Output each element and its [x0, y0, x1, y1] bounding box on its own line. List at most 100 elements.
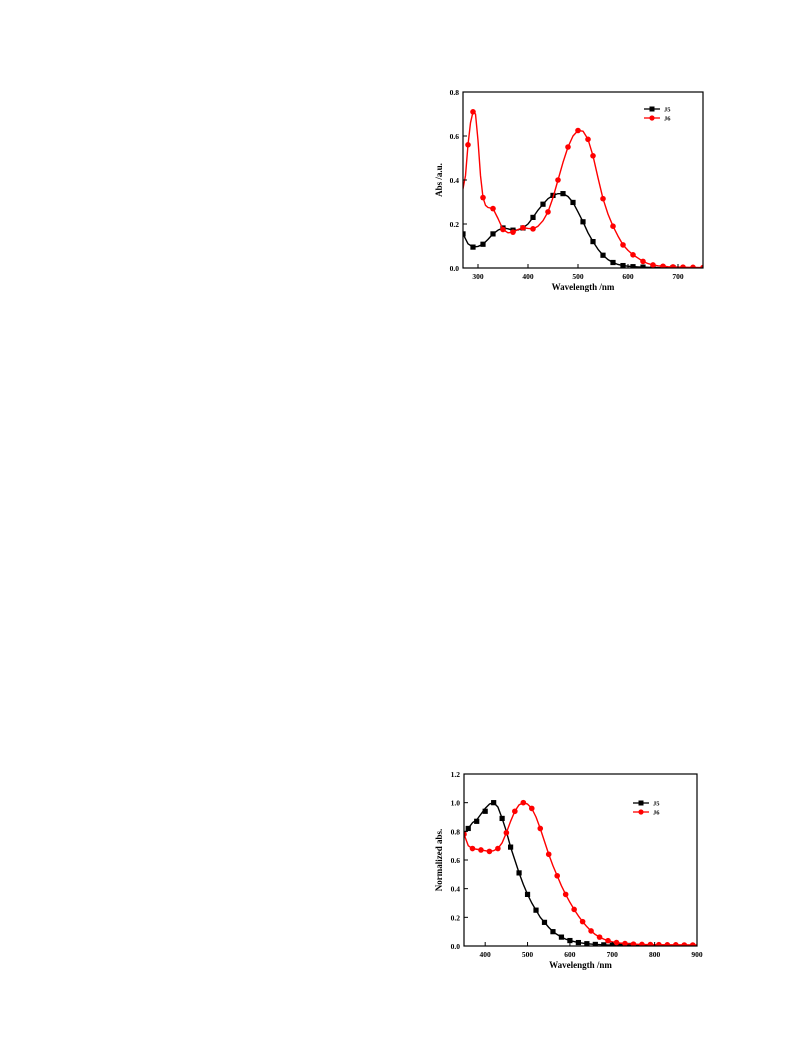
- x-tick-label: 900: [691, 950, 703, 959]
- data-point-j6: [600, 195, 606, 202]
- legend-label-j5: J5: [653, 801, 660, 808]
- data-point-j5: [600, 252, 606, 258]
- data-point-j6: [647, 941, 654, 946]
- data-point-j5: [592, 941, 598, 946]
- data-point-j6: [490, 205, 496, 212]
- data-point-j5: [610, 259, 616, 266]
- y-tick-label: 0.8: [451, 827, 461, 836]
- data-point-j6: [555, 177, 561, 183]
- legend-marker-j6: [638, 809, 644, 815]
- data-point-j5: [480, 241, 486, 247]
- data-point-j5: [618, 942, 624, 946]
- normalized-absorption-chart: 400 500 600 700 800 900 0.0 0.2 0.4 0.6 0.8 1.0 1.2 …: [430, 766, 710, 978]
- data-point-j5: [541, 919, 548, 925]
- data-point-j6: [656, 941, 662, 946]
- data-point-j5: [558, 934, 565, 940]
- data-point-j6: [571, 906, 577, 913]
- data-point-j6: [670, 264, 676, 268]
- data-point-j5: [575, 939, 581, 946]
- data-point-j5: [584, 941, 590, 946]
- data-point-j6: [545, 851, 552, 858]
- data-point-j6: [689, 942, 696, 946]
- data-point-j5: [482, 808, 488, 814]
- data-point-j6: [585, 136, 591, 143]
- data-point-j6: [575, 127, 581, 134]
- legend-marker-j5: [649, 106, 655, 112]
- legend-label-j6: J6: [653, 810, 660, 817]
- normalized-absorption-chart-svg: 400 500 600 700 800 9000.00.20.40.60.81.01.2 …: [434, 770, 703, 970]
- data-point-j6: [660, 263, 666, 268]
- data-point-j6: [554, 872, 560, 879]
- data-point-j5: [580, 219, 586, 225]
- data-point-j6: [664, 942, 671, 946]
- data-point-j5: [550, 929, 556, 935]
- x-tick-label: 600: [564, 950, 576, 959]
- data-point-j6: [520, 224, 526, 231]
- data-point-j5: [499, 815, 505, 822]
- data-point-j6: [470, 109, 476, 115]
- data-point-j6: [596, 934, 603, 940]
- legend-label-j5: J5: [664, 107, 671, 114]
- data-point-j6: [562, 891, 569, 898]
- y-tick-label: 0.4: [451, 885, 461, 894]
- legend-marker-j5: [638, 800, 644, 806]
- data-point-j6: [480, 194, 486, 201]
- x-tick-label: 300: [472, 272, 484, 281]
- data-point-j6: [520, 799, 527, 806]
- data-point-j5: [540, 201, 546, 207]
- data-point-j6: [673, 942, 679, 946]
- series-line-j5: [464, 801, 697, 946]
- data-point-j6: [590, 153, 596, 159]
- data-point-j5: [508, 844, 514, 850]
- data-point-j6: [495, 845, 501, 852]
- plot-series-group: [463, 109, 703, 268]
- data-point-j5: [463, 231, 466, 237]
- data-point-j5: [516, 870, 522, 876]
- legend-label-j6: J6: [664, 116, 671, 123]
- data-point-j5: [491, 800, 497, 806]
- y-tick-label: 1.0: [451, 799, 461, 808]
- x-tick-label: 700: [672, 272, 684, 281]
- data-point-j6: [610, 223, 616, 229]
- data-point-j5: [560, 191, 566, 197]
- y-axis-label: Abs /a.u.: [434, 163, 444, 197]
- data-point-j6: [622, 940, 628, 946]
- data-point-j5: [530, 214, 536, 220]
- data-point-j5: [490, 231, 496, 237]
- data-point-j5: [570, 199, 576, 206]
- axes-group: 300 400 500 600 700 0.0 0.2 0.4 0.6 0.8: [450, 88, 684, 281]
- data-point-j5: [590, 239, 596, 245]
- data-point-j6: [503, 829, 510, 836]
- plot-series-group: [464, 799, 697, 946]
- data-point-j5: [474, 818, 480, 824]
- data-point-j6: [530, 226, 536, 232]
- x-axis-label: Wavelength /nm: [552, 282, 615, 292]
- x-tick-label: 800: [649, 950, 661, 959]
- data-point-j6: [640, 258, 646, 265]
- data-point-j6: [630, 252, 636, 258]
- absorption-chart: 300 400 500 600 700 0.0 0.2 0.4 0.6 0.8 J5 J6 Wave…: [430, 84, 710, 294]
- legend-marker-j6: [649, 115, 655, 121]
- data-point-j5: [640, 264, 646, 268]
- data-point-j6: [478, 847, 484, 853]
- data-point-j5: [601, 942, 607, 946]
- data-point-j6: [486, 848, 493, 855]
- data-point-j6: [613, 939, 620, 946]
- x-tick-label: 600: [622, 272, 634, 281]
- y-tick-label: 0.0: [450, 264, 460, 273]
- data-point-j6: [605, 937, 611, 944]
- data-point-j6: [650, 262, 656, 268]
- data-point-j6: [545, 209, 551, 215]
- y-axis-label: Normalized abs.: [434, 829, 444, 892]
- y-tick-label: 0.0: [451, 942, 461, 951]
- data-point-j6: [588, 928, 594, 934]
- y-tick-label: 0.4: [450, 176, 460, 185]
- data-point-j6: [537, 825, 544, 832]
- data-point-j5: [465, 825, 471, 832]
- data-point-j6: [680, 264, 686, 268]
- data-point-j6: [639, 941, 645, 946]
- data-point-j6: [469, 845, 476, 852]
- data-point-j6: [565, 144, 571, 150]
